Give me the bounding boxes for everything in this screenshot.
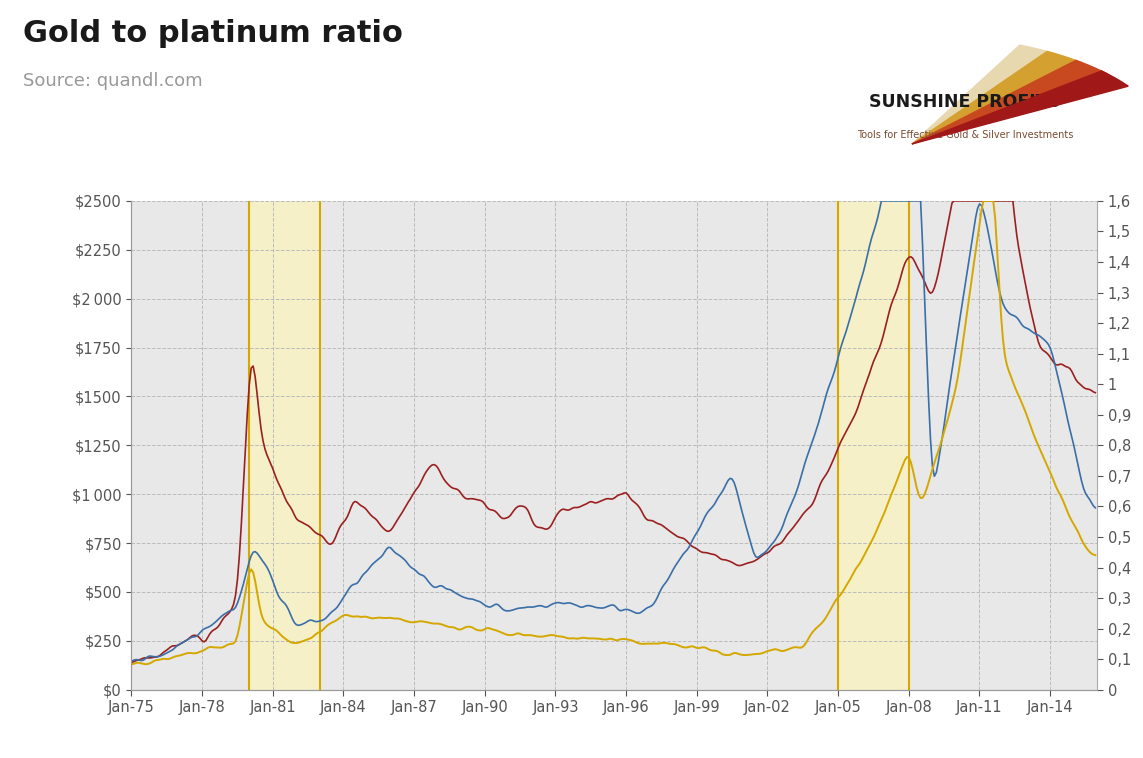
Text: SUNSHINE PROFITS: SUNSHINE PROFITS — [870, 92, 1061, 111]
Polygon shape — [912, 61, 1108, 144]
Polygon shape — [912, 71, 1128, 144]
Text: Tools for Effective Gold & Silver Investments: Tools for Effective Gold & Silver Invest… — [857, 130, 1073, 140]
Bar — [838, 201, 909, 690]
Bar — [249, 201, 320, 690]
Polygon shape — [912, 52, 1082, 144]
Text: Gold to platinum ratio: Gold to platinum ratio — [23, 19, 402, 48]
Polygon shape — [912, 45, 1058, 144]
Text: Source: quandl.com: Source: quandl.com — [23, 72, 202, 90]
